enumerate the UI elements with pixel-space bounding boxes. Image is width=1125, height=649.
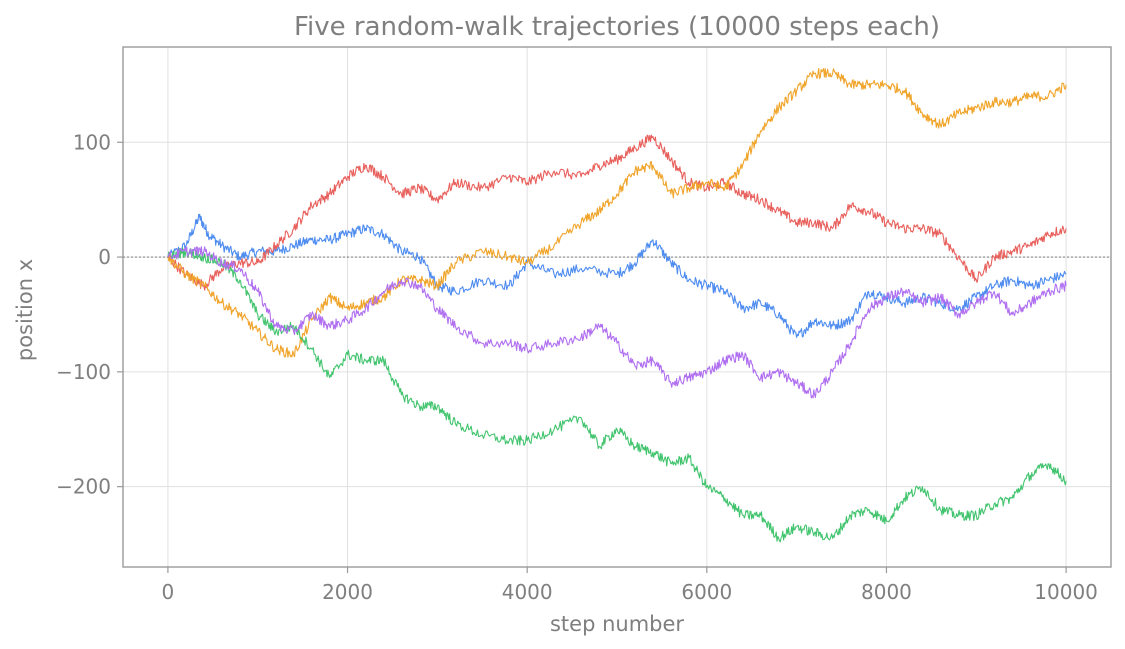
plot-frame [122, 46, 1112, 568]
y-tick-label: −100 [56, 360, 111, 384]
series-line-1 [167, 213, 1067, 338]
x-tick-label: 6000 [681, 580, 732, 604]
y-tick-label: 0 [98, 245, 111, 269]
y-tick-label: −200 [56, 475, 111, 499]
series-line-3 [167, 67, 1067, 358]
x-axis-label: step number [550, 612, 684, 636]
x-tick-label: 0 [162, 580, 175, 604]
x-tick-label: 2000 [322, 580, 373, 604]
chart-title: Five random-walk trajectories (10000 ste… [294, 12, 940, 42]
x-tick-label: 10000 [1034, 580, 1098, 604]
x-tick-label: 8000 [861, 580, 912, 604]
y-tick-label: 100 [73, 130, 111, 154]
y-axis-label: position x [13, 259, 37, 361]
x-tick-label: 4000 [502, 580, 553, 604]
axis-ticks: 0 2000 4000 6000 8000 10000 −200 −100 0 100 [56, 130, 1098, 604]
series-line-4 [167, 247, 1067, 543]
series-line-5 [167, 246, 1067, 399]
series-line-2 [167, 134, 1067, 291]
series-lines [167, 67, 1067, 543]
